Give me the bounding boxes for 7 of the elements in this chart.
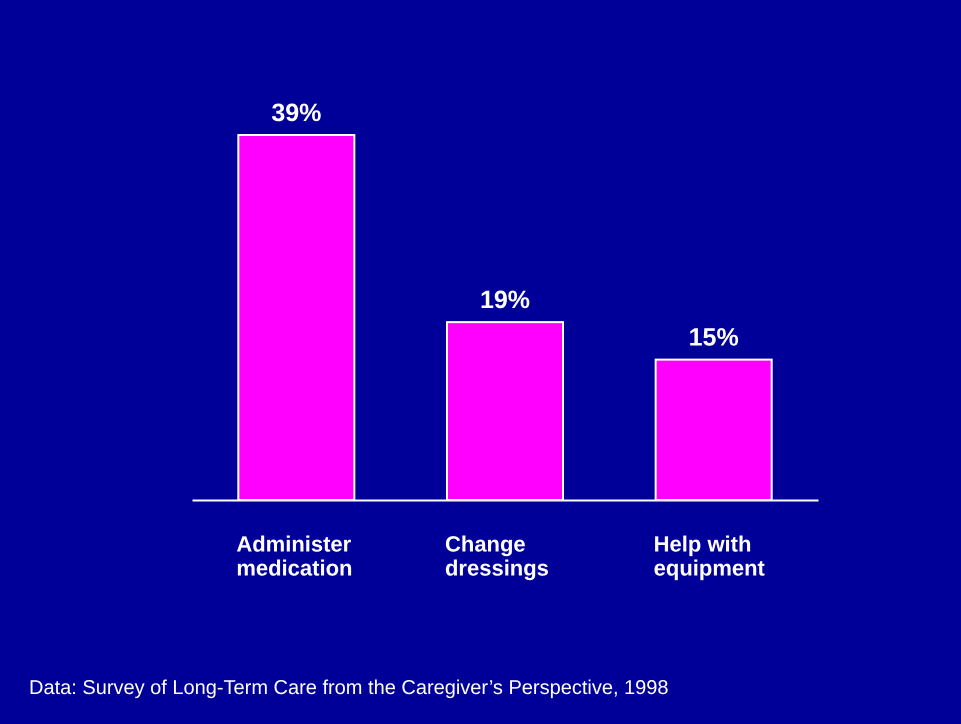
data-label: 15% — [688, 324, 739, 352]
x-tick-label: Change dressings — [444, 532, 549, 580]
text: Data: Survey of Long-Term Care from the Caregiver’s Perspective, 1998 — [29, 677, 669, 699]
x-tick-label: Administer medication — [236, 532, 352, 580]
data-label: 19% — [480, 286, 530, 314]
x-tick-label: Help with equipment — [654, 532, 766, 580]
data-label: 39% — [271, 99, 322, 127]
